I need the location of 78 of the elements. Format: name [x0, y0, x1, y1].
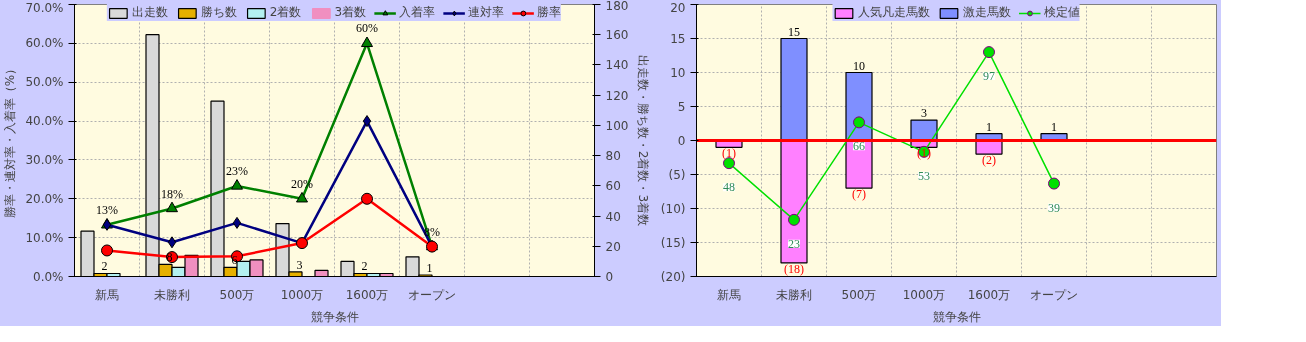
- data-label: 2: [361, 259, 368, 274]
- data-label: (1): [722, 146, 736, 161]
- legend-label: 勝率: [537, 4, 562, 21]
- data-label: 60%: [356, 21, 378, 36]
- data-label: 13%: [96, 202, 118, 217]
- data-label: 39: [1048, 200, 1060, 215]
- data-label: 8: [166, 250, 173, 265]
- x-tick-label: 1000万: [902, 287, 946, 302]
- x-tick-label: 1000万: [280, 287, 324, 302]
- y-axis-title: 勝率・連対率・入着率（%）: [3, 62, 18, 219]
- legend-label: 検定値: [1043, 4, 1080, 21]
- data-label: 15: [788, 24, 800, 39]
- legend-label: 入着率: [399, 4, 436, 21]
- x-tick-label: 1600万: [345, 287, 389, 302]
- y-tick-label: 0: [677, 133, 686, 148]
- y2-tick-label: 100: [605, 118, 629, 133]
- data-label: 2: [101, 259, 108, 274]
- x-tick-label: 新馬: [95, 287, 119, 302]
- y-tick-label: (5): [668, 167, 686, 182]
- y2-tick-label: 180: [605, 0, 629, 13]
- y-tick-label: 10: [670, 65, 686, 80]
- data-label: 1: [986, 119, 992, 134]
- legend-label: 人気凡走馬数: [857, 4, 930, 21]
- data-label: (2): [982, 153, 996, 168]
- data-label: 23%: [226, 163, 248, 178]
- data-label: 97: [983, 69, 995, 84]
- legend-label: 2着数: [269, 4, 302, 21]
- data-label: 1: [426, 260, 433, 275]
- y-tick-label: 60.0%: [25, 36, 64, 51]
- y2-tick-label: 40: [605, 209, 621, 224]
- y-tick-label: 20.0%: [25, 191, 64, 206]
- data-label: 10: [853, 58, 865, 73]
- y-tick-label: 70.0%: [25, 0, 64, 15]
- x-tick-label: 新馬: [717, 287, 741, 302]
- y2-tick-label: 120: [605, 88, 629, 103]
- x-axis-title: 競争条件: [310, 309, 359, 324]
- y-tick-label: 30.0%: [25, 152, 64, 167]
- x-tick-label: オープン: [1030, 287, 1078, 302]
- x-tick-label: 500万: [219, 287, 255, 302]
- data-label: (18): [784, 261, 804, 276]
- data-label: 3: [296, 257, 303, 272]
- data-label: 6: [231, 253, 238, 268]
- y2-tick-label: 80: [605, 149, 621, 164]
- data-label: 23: [788, 236, 800, 251]
- y-tick-label: (10): [660, 201, 686, 216]
- y2-tick-label: 60: [605, 179, 621, 194]
- data-label: 3: [921, 106, 927, 121]
- legend-label: 3着数: [334, 4, 367, 21]
- x-tick-label: 未勝利: [154, 287, 190, 302]
- data-label: 66: [853, 139, 865, 154]
- data-label: 48: [723, 180, 735, 195]
- y-tick-label: 50.0%: [25, 75, 64, 90]
- x-tick-label: 未勝利: [776, 287, 812, 302]
- x-tick-label: オープン: [408, 287, 456, 302]
- y-tick-label: (20): [660, 269, 686, 284]
- y-tick-label: 20: [670, 0, 686, 15]
- x-axis-title: 競争条件: [932, 309, 981, 324]
- y-tick-label: 40.0%: [25, 114, 64, 129]
- y2-tick-label: 140: [605, 58, 629, 73]
- data-label: (7): [852, 187, 866, 202]
- legend-label: 激走馬数: [962, 4, 1011, 21]
- legend-label: 出走数: [131, 4, 168, 21]
- data-label: 18%: [161, 186, 183, 201]
- y2-axis-title: 出走数・勝ち数・2着数・3着数: [636, 54, 651, 227]
- data-label: 53: [918, 168, 930, 183]
- legend-label: 連対率: [468, 4, 505, 21]
- y-tick-label: 5: [677, 99, 686, 114]
- y-tick-label: 10.0%: [25, 230, 64, 245]
- legend-label: 勝ち数: [200, 4, 237, 21]
- y-tick-label: 15: [670, 31, 686, 46]
- x-tick-label: 500万: [841, 287, 877, 302]
- data-label: 1: [1051, 119, 1057, 134]
- y2-tick-label: 20: [605, 239, 621, 254]
- x-tick-label: 1600万: [967, 287, 1011, 302]
- y2-tick-label: 160: [605, 28, 629, 43]
- y2-tick-label: 0: [605, 270, 614, 284]
- y-tick-label: 0.0%: [33, 269, 64, 284]
- y-tick-label: (15): [660, 235, 686, 250]
